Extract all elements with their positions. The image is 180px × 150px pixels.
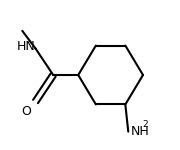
Text: O: O xyxy=(21,105,31,118)
Text: HN: HN xyxy=(17,40,35,53)
Text: NH: NH xyxy=(130,125,149,138)
Text: 2: 2 xyxy=(142,120,148,129)
